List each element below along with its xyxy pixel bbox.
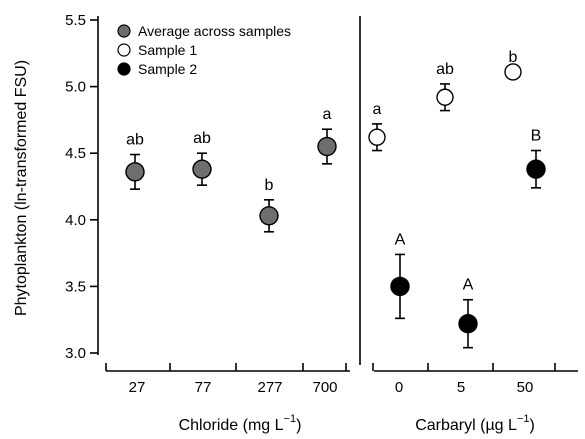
x-axis-title-2: Carbaryl (µg L−1) <box>415 413 535 434</box>
data-point <box>504 63 522 81</box>
significance-letter: ab <box>126 132 144 149</box>
legend: Average across samples Sample 1 Sample 2 <box>117 23 291 77</box>
significance-letter: a <box>373 101 382 118</box>
x-tick-label: 77 <box>195 379 212 396</box>
x-axis-title-1: Chloride (mg L−1) <box>179 413 302 434</box>
x-tick-label: 27 <box>129 379 146 396</box>
data-point <box>368 128 386 146</box>
significance-letter: A <box>395 231 406 248</box>
data-point <box>125 162 145 182</box>
significance-letter: ab <box>436 61 454 78</box>
marks: ab ab b a a ab b A A B <box>125 49 546 349</box>
legend-marker <box>117 24 131 38</box>
data-point <box>259 206 279 226</box>
significance-letter: a <box>323 106 332 123</box>
y-tick-label: 3.5 <box>65 278 86 295</box>
data-point <box>317 136 337 157</box>
axes: 3.0 3.5 4.0 4.5 5.0 5.5 27 77 277 700 Chloride (mg… <box>65 12 578 434</box>
significance-letter: b <box>509 49 518 66</box>
data-point <box>526 159 546 179</box>
x-tick-label: 5 <box>457 379 465 396</box>
data-point <box>436 88 454 106</box>
y-tick-label: 4.0 <box>65 212 86 229</box>
data-point <box>192 159 212 179</box>
x-tick-label: 277 <box>257 379 282 396</box>
y-tick-label: 4.5 <box>65 145 86 162</box>
y-axis-title: Phytoplankton (ln-transformed FSU) <box>13 60 30 316</box>
x-tick-label: 700 <box>312 379 337 396</box>
legend-label: Sample 2 <box>138 61 197 77</box>
significance-letter: ab <box>193 130 211 147</box>
data-point <box>390 276 410 297</box>
legend-marker <box>117 62 131 76</box>
x-tick-label: 0 <box>395 379 403 396</box>
x-tick-label: 50 <box>517 379 534 396</box>
y-tick-label: 5.0 <box>65 79 86 96</box>
legend-marker <box>117 43 131 57</box>
y-tick-label: 3.0 <box>65 345 86 362</box>
data-point <box>458 313 478 334</box>
significance-letter: A <box>463 277 474 294</box>
legend-label: Sample 1 <box>138 42 197 58</box>
significance-letter: b <box>265 177 274 194</box>
significance-letter: B <box>531 128 542 145</box>
legend-label: Average across samples <box>138 23 291 39</box>
y-tick-label: 5.5 <box>65 12 86 29</box>
